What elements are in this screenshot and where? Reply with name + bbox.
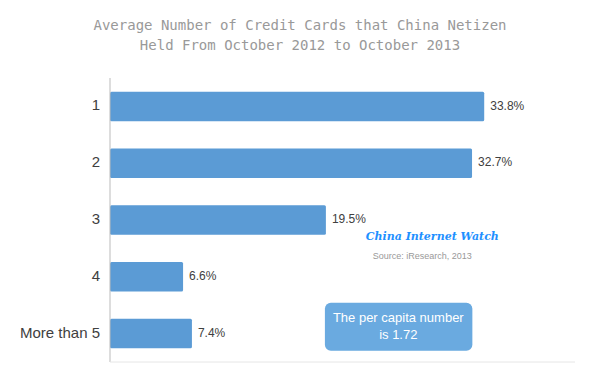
y-tick-label: 4 — [92, 267, 100, 284]
y-tick-label: More than 5 — [20, 324, 100, 341]
data-label: 33.8% — [490, 99, 524, 113]
y-tick-label: 1 — [92, 96, 100, 113]
bar — [110, 92, 484, 122]
text-line: The per capita number — [333, 311, 464, 326]
chart-container: Average Number of Credit Cards that Chin… — [0, 0, 600, 384]
x-axis-line — [110, 362, 575, 363]
text-line: Held From October 2012 to October 2013 — [140, 37, 460, 53]
text-line: is 1.72 — [379, 328, 417, 343]
annotation-box — [325, 303, 472, 351]
text-line: Average Number of Credit Cards that Chin… — [93, 17, 506, 33]
y-tick-label: 3 — [92, 210, 100, 227]
chart-svg: Average Number of Credit Cards that Chin… — [0, 0, 600, 384]
watermark-source: Source: iResearch, 2013 — [373, 251, 472, 261]
data-label: 7.4% — [198, 326, 226, 340]
watermark: China Internet Watch — [366, 230, 499, 243]
data-label: 6.6% — [189, 269, 217, 283]
y-axis-line — [110, 78, 111, 362]
bar — [110, 319, 192, 349]
data-label: 19.5% — [332, 212, 366, 226]
bar — [110, 205, 326, 235]
annotation-text: The per capita number is 1.72 — [333, 311, 464, 343]
bar — [110, 148, 472, 178]
annotation: The per capita number is 1.72 — [325, 303, 472, 351]
title: Average Number of Credit Cards that Chin… — [93, 17, 506, 53]
bar — [110, 262, 183, 292]
y-tick-label: 2 — [92, 153, 100, 170]
data-label: 32.7% — [478, 155, 512, 169]
